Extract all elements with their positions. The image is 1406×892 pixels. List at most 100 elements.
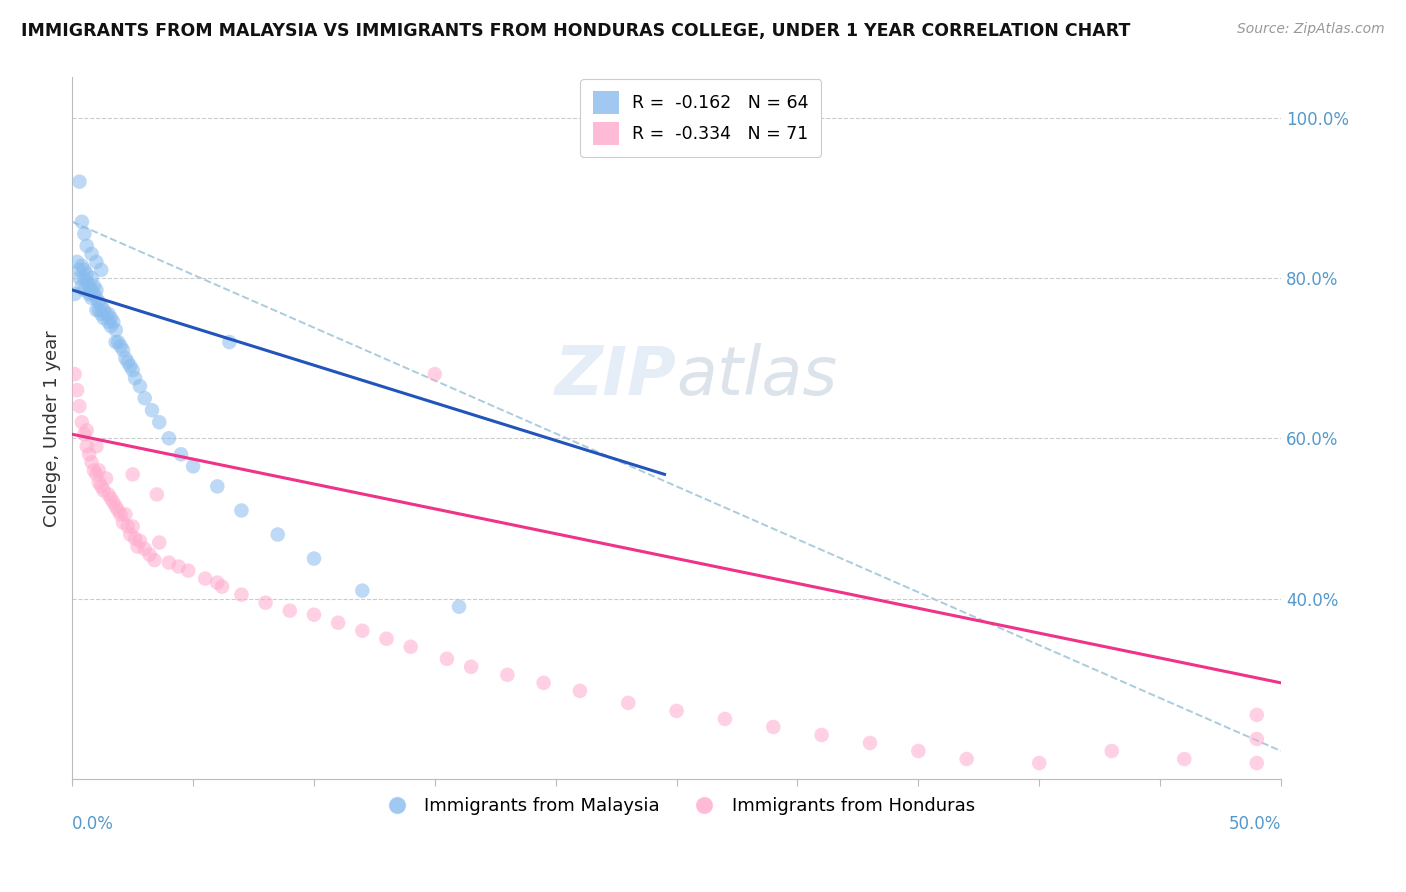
Point bbox=[352, 583, 374, 598]
Point bbox=[568, 684, 591, 698]
Y-axis label: College, Under 1 year: College, Under 1 year bbox=[44, 330, 60, 526]
Point bbox=[76, 423, 98, 437]
Point bbox=[436, 652, 458, 666]
Point bbox=[93, 483, 115, 498]
Point bbox=[66, 383, 89, 397]
Point bbox=[496, 668, 519, 682]
Text: 0.0%: 0.0% bbox=[72, 815, 114, 833]
Point bbox=[1246, 731, 1268, 746]
Point bbox=[76, 239, 98, 253]
Point bbox=[148, 415, 170, 429]
Text: 50.0%: 50.0% bbox=[1229, 815, 1281, 833]
Point bbox=[124, 371, 146, 385]
Point bbox=[107, 334, 129, 349]
Point bbox=[1246, 707, 1268, 722]
Point bbox=[177, 564, 200, 578]
Point bbox=[129, 533, 152, 548]
Point bbox=[138, 548, 160, 562]
Point bbox=[121, 363, 143, 377]
Point bbox=[97, 315, 120, 329]
Point bbox=[76, 267, 98, 281]
Point bbox=[460, 660, 482, 674]
Point bbox=[352, 624, 374, 638]
Point bbox=[211, 580, 233, 594]
Point bbox=[103, 315, 125, 329]
Point bbox=[73, 427, 96, 442]
Point bbox=[86, 467, 108, 482]
Point bbox=[231, 503, 253, 517]
Point bbox=[423, 367, 446, 381]
Point bbox=[69, 271, 91, 285]
Point bbox=[121, 519, 143, 533]
Point bbox=[129, 379, 152, 393]
Point bbox=[86, 283, 108, 297]
Point bbox=[134, 391, 156, 405]
Point bbox=[90, 299, 112, 313]
Point bbox=[148, 535, 170, 549]
Point bbox=[87, 463, 110, 477]
Point bbox=[110, 339, 132, 353]
Point bbox=[218, 334, 240, 349]
Point bbox=[117, 519, 139, 533]
Point bbox=[157, 556, 180, 570]
Point bbox=[302, 607, 325, 622]
Point bbox=[714, 712, 737, 726]
Point bbox=[80, 247, 103, 261]
Point bbox=[121, 467, 143, 482]
Point bbox=[77, 279, 100, 293]
Point bbox=[83, 279, 105, 293]
Point bbox=[70, 259, 93, 273]
Point bbox=[956, 752, 979, 766]
Point bbox=[90, 307, 112, 321]
Point bbox=[86, 255, 108, 269]
Point bbox=[86, 303, 108, 318]
Text: ZIP: ZIP bbox=[555, 343, 676, 409]
Point bbox=[83, 287, 105, 301]
Point bbox=[120, 359, 142, 373]
Point bbox=[86, 439, 108, 453]
Point bbox=[76, 439, 98, 453]
Point bbox=[207, 575, 229, 590]
Legend: Immigrants from Malaysia, Immigrants from Honduras: Immigrants from Malaysia, Immigrants fro… bbox=[371, 790, 981, 822]
Point bbox=[170, 447, 193, 461]
Point bbox=[167, 559, 190, 574]
Point bbox=[70, 215, 93, 229]
Point bbox=[100, 491, 122, 506]
Point bbox=[97, 487, 120, 501]
Point bbox=[83, 463, 105, 477]
Point bbox=[90, 263, 112, 277]
Point bbox=[907, 744, 929, 758]
Point bbox=[447, 599, 470, 614]
Point bbox=[94, 307, 117, 321]
Point bbox=[181, 459, 204, 474]
Point bbox=[90, 479, 112, 493]
Point bbox=[399, 640, 422, 654]
Point bbox=[94, 471, 117, 485]
Point bbox=[141, 403, 163, 417]
Point bbox=[103, 495, 125, 509]
Point bbox=[231, 588, 253, 602]
Point bbox=[114, 508, 136, 522]
Point bbox=[87, 475, 110, 490]
Point bbox=[69, 399, 91, 413]
Point bbox=[87, 303, 110, 318]
Point bbox=[100, 318, 122, 333]
Point bbox=[63, 287, 86, 301]
Point bbox=[93, 303, 115, 318]
Point bbox=[77, 287, 100, 301]
Point bbox=[73, 263, 96, 277]
Point bbox=[93, 311, 115, 326]
Point bbox=[375, 632, 398, 646]
Point bbox=[100, 311, 122, 326]
Point bbox=[73, 227, 96, 241]
Point bbox=[120, 527, 142, 541]
Text: IMMIGRANTS FROM MALAYSIA VS IMMIGRANTS FROM HONDURAS COLLEGE, UNDER 1 YEAR CORRE: IMMIGRANTS FROM MALAYSIA VS IMMIGRANTS F… bbox=[21, 22, 1130, 40]
Point bbox=[267, 527, 290, 541]
Point bbox=[97, 307, 120, 321]
Point bbox=[114, 351, 136, 365]
Point bbox=[110, 508, 132, 522]
Point bbox=[70, 415, 93, 429]
Text: atlas: atlas bbox=[676, 343, 838, 409]
Point bbox=[70, 279, 93, 293]
Point bbox=[104, 334, 127, 349]
